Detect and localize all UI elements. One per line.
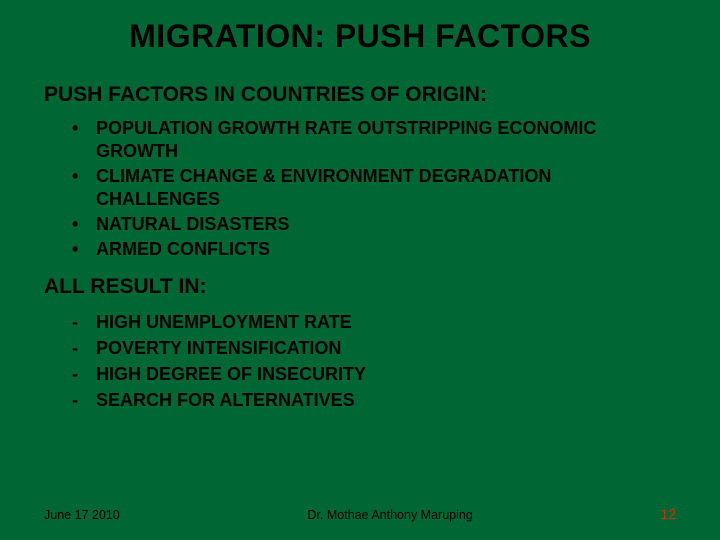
- section2-dash-list: HIGH UNEMPLOYMENT RATE POVERTY INTENSIFI…: [44, 309, 676, 413]
- footer-page-number: 12: [660, 506, 676, 522]
- slide: MIGRATION: PUSH FACTORS PUSH FACTORS IN …: [0, 0, 720, 540]
- list-item: HIGH UNEMPLOYMENT RATE: [72, 309, 676, 335]
- section1-heading: PUSH FACTORS IN COUNTRIES OF ORIGIN:: [44, 83, 676, 107]
- list-item: CLIMATE CHANGE & ENVIRONMENT DEGRADATION…: [72, 165, 676, 211]
- slide-title: MIGRATION: PUSH FACTORS: [44, 18, 676, 55]
- list-item: SEARCH FOR ALTERNATIVES: [72, 387, 676, 413]
- list-item: POPULATION GROWTH RATE OUTSTRIPPING ECON…: [72, 117, 676, 163]
- slide-footer: June 17 2010 Dr. Mothae Anthony Maruping…: [0, 506, 720, 522]
- list-item: ARMED CONFLICTS: [72, 238, 676, 261]
- section2-heading: ALL RESULT IN:: [44, 275, 676, 299]
- list-item: NATURAL DISASTERS: [72, 213, 676, 236]
- list-item: POVERTY INTENSIFICATION: [72, 335, 676, 361]
- section1-bullet-list: POPULATION GROWTH RATE OUTSTRIPPING ECON…: [44, 117, 676, 261]
- footer-date: June 17 2010: [44, 508, 120, 522]
- list-item: HIGH DEGREE OF INSECURITY: [72, 361, 676, 387]
- footer-author: Dr. Mothae Anthony Maruping: [120, 508, 661, 522]
